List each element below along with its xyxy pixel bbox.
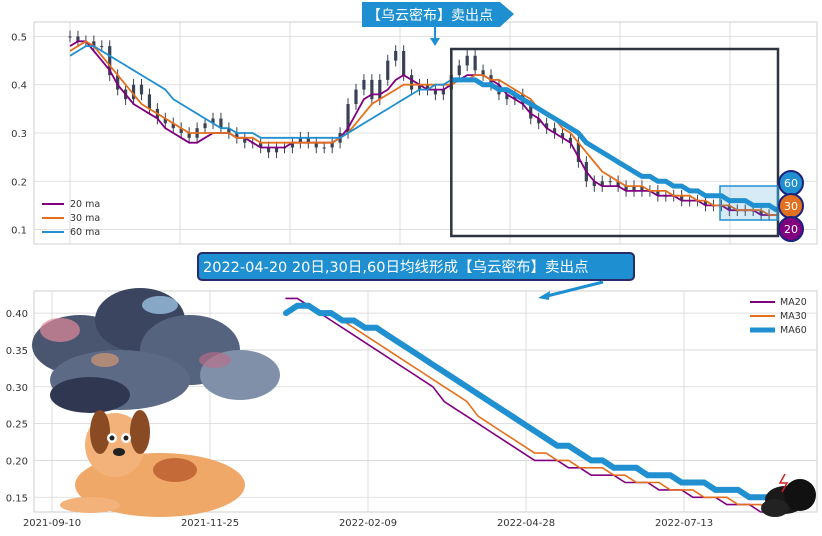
candle-body [441, 89, 445, 95]
bottom-legend-label: MA60 [780, 325, 807, 336]
candle-body [600, 181, 604, 187]
bottom-x-tick-label: 2021-11-25 [181, 518, 239, 529]
candle-body [108, 46, 112, 76]
candle-body [481, 70, 485, 76]
candle-body [227, 128, 231, 133]
bottom-y-tick-label: 0.20 [6, 456, 28, 467]
bottom-plot-area [33, 290, 818, 513]
candle-body [298, 137, 302, 143]
candle-body [100, 46, 104, 48]
candle-body [386, 60, 390, 80]
candle-body [76, 36, 80, 42]
candle-body [378, 79, 382, 100]
zoom-box [719, 185, 779, 221]
top-ma60-highlight [451, 77, 779, 213]
candle-body [592, 181, 596, 187]
candle-body [163, 118, 167, 124]
candle-body [179, 128, 183, 133]
top-ma20-line [69, 40, 777, 216]
candle-body [139, 84, 144, 95]
bottom-x-tick-label: 2022-04-28 [497, 518, 555, 529]
bottom-y-tick-label: 0.35 [6, 346, 28, 357]
candle-body [640, 186, 644, 191]
candle-body [457, 65, 461, 76]
candle-body [259, 142, 263, 148]
candle-body [560, 133, 565, 138]
candle-body [417, 84, 422, 90]
bottom-x-tick-label: 2022-07-13 [655, 518, 713, 529]
candle-body [727, 205, 731, 211]
bottom-legend-label: MA20 [780, 297, 807, 308]
candle-body [266, 147, 271, 153]
candle-body [759, 210, 763, 216]
candle-body [68, 36, 72, 38]
candle-body [616, 181, 620, 187]
candle-body [92, 41, 96, 47]
candle-body [187, 133, 191, 138]
bottom-y-tick-label: 0.25 [6, 420, 28, 431]
candle-body [306, 137, 310, 143]
candle-body [116, 75, 120, 90]
top-y-tick-label: 0.1 [11, 226, 27, 237]
candle-body [505, 94, 509, 100]
candle-body [656, 190, 660, 196]
candle-body [235, 133, 239, 138]
candle-body [290, 142, 295, 148]
candle-body [147, 94, 152, 109]
candle-body [203, 123, 207, 129]
candle-body [346, 104, 350, 133]
candle-body [537, 118, 541, 124]
candle-body [330, 142, 334, 148]
candle-body [219, 118, 223, 129]
bottom-x-tick-label: 2022-02-09 [339, 518, 397, 529]
candle-body [370, 79, 374, 100]
bottom-legend-label: MA30 [780, 311, 807, 322]
bottom-ma60-line [283, 302, 775, 501]
top-ma30-line [69, 40, 777, 216]
candle-body [529, 104, 533, 119]
top-legend-label: 20 ma [70, 199, 100, 210]
candle-body [171, 123, 175, 129]
candle-body [243, 137, 247, 143]
top-y-tick-label: 0.4 [11, 81, 27, 92]
candle-body [703, 200, 708, 206]
top-y-tick-label: 0.5 [11, 32, 27, 43]
candle-body [552, 128, 557, 133]
top-legend-label: 60 ma [70, 227, 100, 238]
candle-body [354, 89, 358, 105]
signal-box [450, 47, 780, 238]
candle-body [576, 142, 581, 162]
candle-body [465, 55, 469, 66]
bottom-ma30-line [285, 304, 773, 513]
top-y-tick-label: 0.2 [11, 177, 27, 188]
candle-body [568, 137, 573, 143]
top-chart: 0.1 0.2 0.3 0.4 0.5 20 ma 30 ma 60 ma [11, 21, 818, 245]
candle-body [274, 147, 279, 153]
candle-body [433, 89, 438, 95]
bottom-y-tick-label: 0.30 [6, 383, 28, 394]
candle-body [314, 142, 318, 148]
candle-body [473, 55, 477, 71]
candle-body [632, 186, 636, 191]
bottom-y-tick-label: 0.15 [6, 493, 28, 504]
candle-body [624, 186, 628, 191]
candle-body [131, 84, 136, 100]
candle-body [322, 147, 326, 149]
bottom-y-tick-label: 0.40 [6, 309, 28, 320]
candle-body [211, 118, 215, 124]
top-legend-label: 30 ma [70, 213, 100, 224]
candle-body [362, 79, 366, 90]
bottom-x-tick-label: 2021-09-10 [23, 518, 81, 529]
candle-body [680, 195, 684, 201]
candle-body [402, 50, 406, 76]
candle-body [608, 181, 612, 183]
candle-body [409, 75, 414, 90]
bottom-ma20-line [285, 297, 773, 513]
top-y-tick-label: 0.3 [11, 129, 27, 140]
candle-body [545, 123, 549, 129]
candle-body [394, 50, 398, 61]
candle-body [425, 84, 430, 90]
